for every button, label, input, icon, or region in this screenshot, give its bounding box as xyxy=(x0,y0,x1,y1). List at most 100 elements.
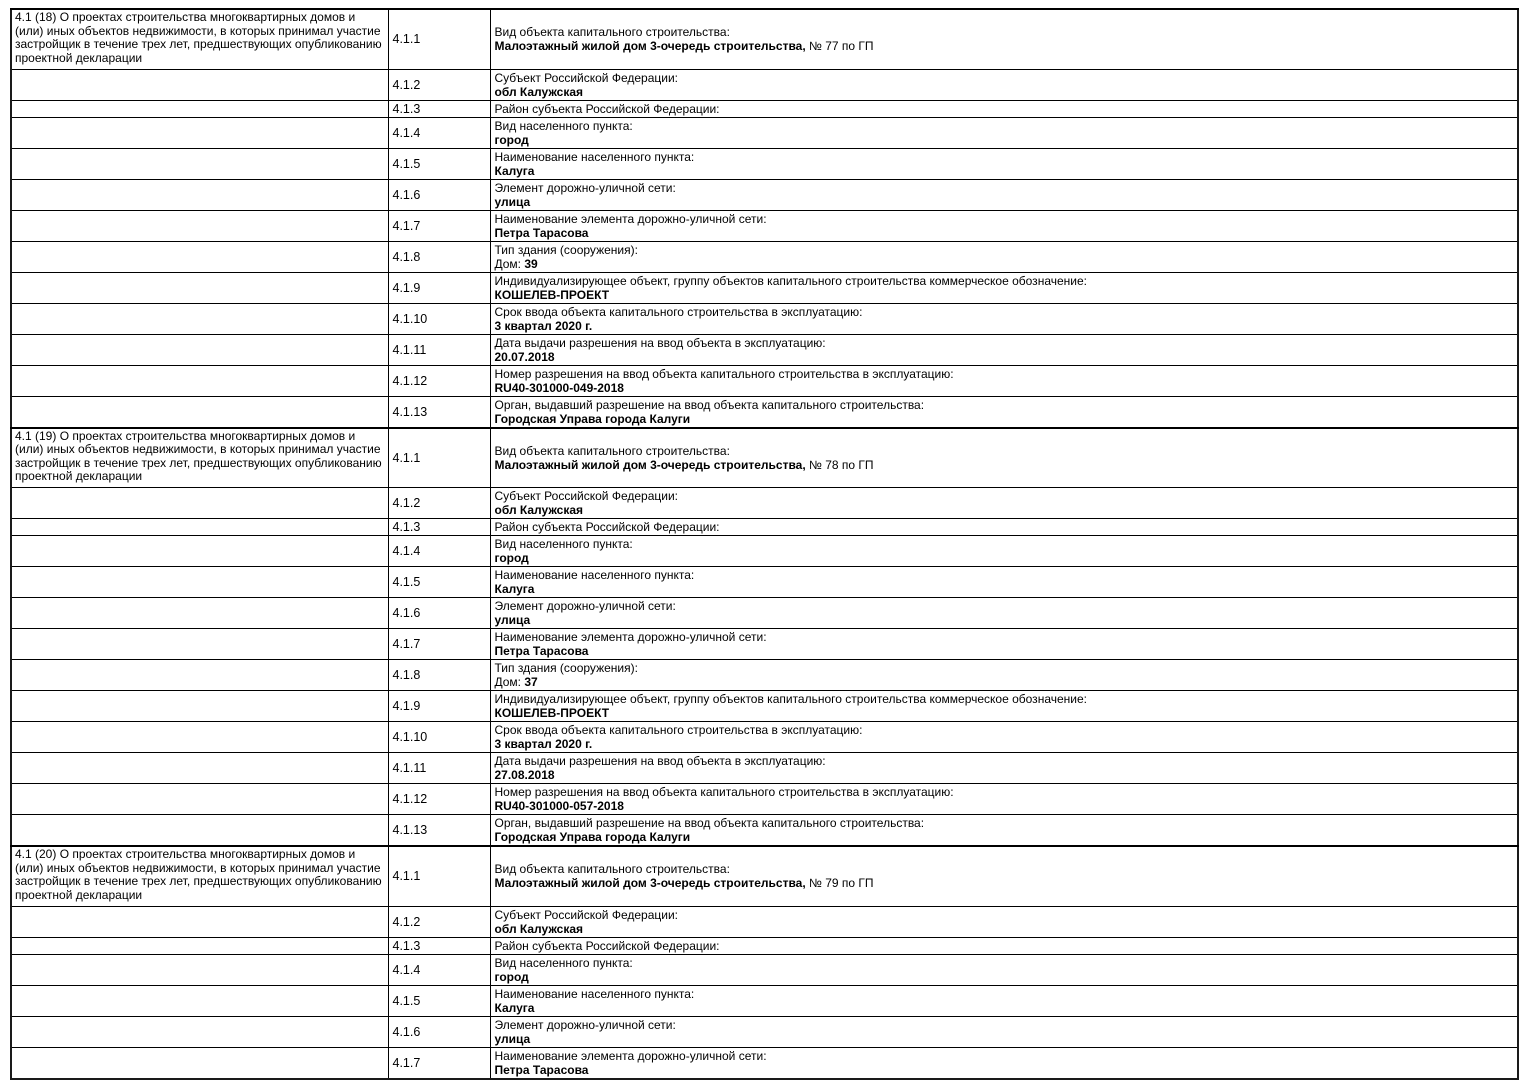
row-value: обл Калужская xyxy=(494,84,584,99)
document-page: 4.1 (18) О проектах строительства многок… xyxy=(10,8,1519,1080)
item-code-cell: 4.1.9 xyxy=(387,271,491,304)
table-row: 4.1.11 Дата выдачи разрешения на ввод об… xyxy=(10,333,1519,366)
table-row: 4.1.13 Орган, выдавший разрешение на вво… xyxy=(10,814,1519,847)
item-code: 4.1.2 xyxy=(392,77,421,92)
row-value-line: RU40-301000-057-2018 xyxy=(495,799,1514,813)
item-code: 4.1.9 xyxy=(392,280,421,295)
section-description-cell xyxy=(10,302,389,335)
item-content-cell: Индивидуализирующее объект, группу объек… xyxy=(489,690,1519,722)
item-content-cell: Орган, выдавший разрешение на ввод объек… xyxy=(489,814,1519,847)
item-content-cell: Район субъекта Российской Федерации: xyxy=(489,936,1519,955)
item-code-cell: 4.1.10 xyxy=(387,721,491,753)
row-value: RU40-301000-057-2018 xyxy=(494,799,624,813)
item-code: 4.1.2 xyxy=(392,496,421,510)
item-code: 4.1.13 xyxy=(392,823,428,837)
row-value: 20.07.2018 xyxy=(494,349,555,364)
item-content-cell: Номер разрешения на ввод объекта капитал… xyxy=(489,783,1519,815)
section-description-cell xyxy=(10,364,389,397)
table-row: 4.1.8 Тип здания (сооружения): Дом: 39 xyxy=(10,240,1519,273)
item-code-cell: 4.1.5 xyxy=(387,984,491,1017)
section-description-cell xyxy=(10,178,389,211)
row-value-line: КОШЕЛЕВ-ПРОЕКТ xyxy=(495,706,1514,720)
row-label: Срок ввода объекта капитального строител… xyxy=(494,723,863,737)
section-description-cell xyxy=(10,271,389,304)
section-description-cell xyxy=(10,783,389,815)
row-label: Номер разрешения на ввод объекта капитал… xyxy=(494,785,954,799)
item-content-cell: Элемент дорожно-уличной сети: улица xyxy=(489,1015,1519,1048)
row-label: Элемент дорожно-уличной сети: xyxy=(494,599,676,613)
item-content-cell: Срок ввода объекта капитального строител… xyxy=(489,302,1519,335)
table-row: 4.1.5 Наименование населенного пункта: К… xyxy=(10,566,1519,598)
item-code-cell: 4.1.1 xyxy=(387,426,491,488)
item-content-cell: Вид объекта капитального строительства: … xyxy=(489,845,1519,907)
item-content-cell: Вид объекта капитального строительства: … xyxy=(489,426,1519,488)
row-label: Дата выдачи разрешения на ввод объекта в… xyxy=(494,754,826,768)
item-code-cell: 4.1.4 xyxy=(387,953,491,986)
row-value: город xyxy=(494,551,529,565)
row-label: Элемент дорожно-уличной сети: xyxy=(494,180,676,195)
row-label: Вид населенного пункта: xyxy=(494,118,633,133)
item-code-cell: 4.1.6 xyxy=(387,1015,491,1048)
item-code-cell: 4.1.2 xyxy=(387,905,491,938)
item-content-cell: Элемент дорожно-уличной сети: улица xyxy=(489,178,1519,211)
row-value-line: улица xyxy=(495,1032,1514,1046)
item-content-cell: Вид населенного пункта: город xyxy=(489,535,1519,567)
row-label: Субъект Российской Федерации: xyxy=(494,907,679,922)
row-value-line: Малоэтажный жилой дом 3-очередь строител… xyxy=(495,39,1514,53)
item-code-cell: 4.1.6 xyxy=(387,178,491,211)
section-description-cell xyxy=(10,209,389,242)
table-row: 4.1.7 Наименование элемента дорожно-улич… xyxy=(10,209,1519,242)
section-description-cell xyxy=(10,659,389,691)
row-value-line: Городская Управа города Калуги xyxy=(495,412,1514,426)
section-description-cell xyxy=(10,535,389,567)
item-content-cell: Наименование населенного пункта: Калуга xyxy=(489,984,1519,1017)
row-label: Вид объекта капитального строительства: xyxy=(494,443,730,458)
row-value: Калуга xyxy=(494,582,535,596)
section-description-cell xyxy=(10,984,389,1017)
section-description-cell: 4.1 (20) О проектах строительства многок… xyxy=(10,845,389,907)
item-code: 4.1.5 xyxy=(392,993,421,1008)
item-code-cell: 4.1.9 xyxy=(387,690,491,722)
item-code-cell: 4.1.2 xyxy=(387,68,491,101)
row-label: Вид объекта капитального строительства: xyxy=(494,25,730,40)
row-value-line: город xyxy=(495,551,1514,565)
table-row: 4.1.10 Срок ввода объекта капитального с… xyxy=(10,721,1519,753)
section-description-cell xyxy=(10,721,389,753)
row-label: Индивидуализирующее объект, группу объек… xyxy=(494,692,1088,706)
item-content-cell: Вид населенного пункта: город xyxy=(489,953,1519,986)
item-code: 4.1.7 xyxy=(392,637,421,651)
row-value-line: Малоэтажный жилой дом 3-очередь строител… xyxy=(495,876,1514,890)
row-value: обл Калужская xyxy=(494,503,584,517)
table-row: 4.1.4 Вид населенного пункта: город xyxy=(10,535,1519,567)
row-value-line: обл Калужская xyxy=(495,503,1514,517)
item-code-cell: 4.1.3 xyxy=(387,936,491,955)
item-code-cell: 4.1.7 xyxy=(387,1046,491,1079)
section-description-cell xyxy=(10,518,389,536)
item-code: 4.1.3 xyxy=(392,938,421,953)
section-description-cell xyxy=(10,628,389,660)
section-description-cell: 4.1 (19) О проектах строительства многок… xyxy=(10,426,389,488)
table-row: 4.1.4 Вид населенного пункта: город xyxy=(10,953,1519,986)
row-value-line: обл Калужская xyxy=(495,922,1514,936)
row-value: 3 квартал 2020 г. xyxy=(494,737,593,751)
row-value: улица xyxy=(494,194,531,209)
table-row: 4.1.6 Элемент дорожно-уличной сети: улиц… xyxy=(10,597,1519,629)
item-content-cell: Наименование элемента дорожно-уличной се… xyxy=(489,628,1519,660)
item-code-cell: 4.1.7 xyxy=(387,209,491,242)
item-content-cell: Район субъекта Российской Федерации: xyxy=(489,99,1519,118)
row-label: Вид объекта капитального строительства: xyxy=(494,862,730,877)
table-row: 4.1.7 Наименование элемента дорожно-улич… xyxy=(10,628,1519,660)
row-value-suffix: № 78 по ГП xyxy=(805,457,874,472)
item-code: 4.1.3 xyxy=(392,101,421,116)
item-code: 4.1.4 xyxy=(392,962,421,977)
section-header-text: 4.1 (19) О проектах строительства многок… xyxy=(15,428,382,484)
item-content-cell: Наименование элемента дорожно-уличной се… xyxy=(489,1046,1519,1079)
item-code-cell: 4.1.8 xyxy=(387,240,491,273)
table-row: 4.1.7 Наименование элемента дорожно-улич… xyxy=(10,1046,1519,1079)
item-code-cell: 4.1.5 xyxy=(387,566,491,598)
item-code-cell: 4.1.11 xyxy=(387,752,491,784)
row-value-line: 3 квартал 2020 г. xyxy=(495,737,1514,751)
item-code-cell: 4.1.11 xyxy=(387,333,491,366)
row-value: Малоэтажный жилой дом 3-очередь строител… xyxy=(494,876,806,891)
section-description-cell xyxy=(10,566,389,598)
